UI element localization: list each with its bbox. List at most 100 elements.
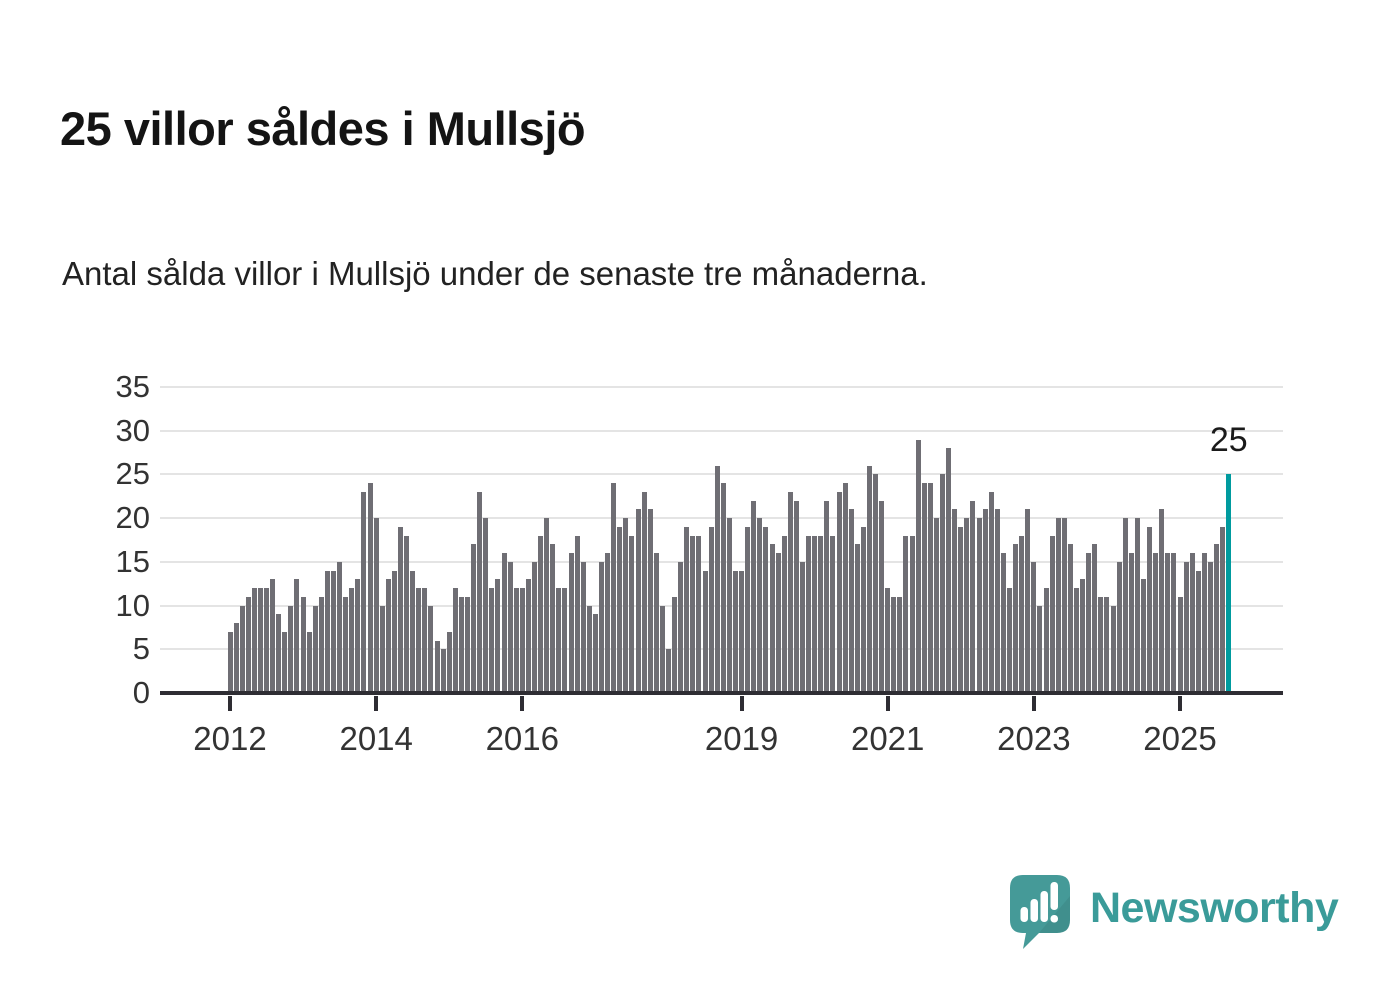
bar	[696, 535, 702, 693]
bar	[1086, 553, 1092, 693]
bar	[946, 448, 952, 693]
bar	[726, 518, 732, 693]
bar	[538, 535, 544, 693]
bar	[489, 588, 495, 693]
bar	[787, 491, 793, 693]
bar	[1031, 561, 1037, 693]
y-axis-label-10: 10	[115, 587, 150, 623]
bar	[343, 596, 349, 693]
x-axis-label-2014: 2014	[339, 720, 413, 757]
chart-subtitle: Antal sålda villor i Mullsjö under de se…	[62, 255, 928, 292]
bar	[312, 605, 318, 693]
bar	[294, 579, 300, 693]
y-axis-label-0: 0	[132, 675, 150, 710]
bar	[672, 596, 678, 693]
bar	[879, 500, 885, 693]
bar	[544, 518, 550, 693]
highlighted-bar	[1226, 474, 1232, 693]
y-axis-label-35: 35	[115, 368, 150, 404]
bar	[276, 614, 282, 693]
bar	[1019, 535, 1025, 693]
bar	[361, 491, 367, 693]
bar	[720, 483, 726, 693]
bar	[282, 631, 288, 693]
bar	[519, 588, 525, 693]
x-axis-tick-2016	[520, 696, 525, 711]
bar	[592, 614, 598, 693]
x-axis-tick-2023	[1031, 696, 1036, 711]
bar	[373, 518, 379, 693]
bar	[1025, 509, 1031, 693]
bar	[495, 579, 501, 693]
bar	[410, 570, 416, 693]
bar	[562, 588, 568, 693]
bar	[1037, 605, 1043, 693]
bar	[1055, 518, 1061, 693]
x-axis-tick-2014	[374, 696, 379, 711]
bar	[257, 588, 263, 693]
bar	[1147, 526, 1153, 693]
bar	[337, 561, 343, 693]
bar	[958, 526, 964, 693]
bar	[483, 518, 489, 693]
bar	[1110, 605, 1116, 693]
bar	[306, 631, 312, 693]
bar	[477, 491, 483, 693]
newsworthy-logo-icon	[1010, 875, 1070, 949]
x-axis-label-2012: 2012	[193, 720, 267, 757]
bar	[428, 605, 434, 693]
bar	[970, 500, 976, 693]
bar	[690, 535, 696, 693]
bar	[824, 500, 830, 693]
bar	[927, 483, 933, 693]
bar	[404, 535, 410, 693]
bar	[1177, 596, 1183, 693]
bar	[745, 526, 751, 693]
bar	[763, 526, 769, 693]
bar	[458, 596, 464, 693]
bar	[227, 631, 233, 693]
bar	[318, 596, 324, 693]
bar	[909, 535, 915, 693]
x-axis-label-2023: 2023	[997, 720, 1071, 757]
bar	[324, 570, 330, 693]
x-axis-label-2025: 2025	[1143, 720, 1217, 757]
bar	[1043, 588, 1049, 693]
bar	[300, 596, 306, 693]
bar	[586, 605, 592, 693]
bar	[550, 544, 556, 693]
bar	[1104, 596, 1110, 693]
bar	[391, 570, 397, 693]
bar	[854, 544, 860, 693]
bar	[994, 509, 1000, 693]
bar	[793, 500, 799, 693]
bar	[860, 526, 866, 693]
bar	[598, 561, 604, 693]
bar	[1013, 544, 1019, 693]
gridline-y-25	[160, 473, 1283, 476]
bar	[452, 588, 458, 693]
bar	[465, 596, 470, 693]
bar	[422, 588, 428, 693]
bar	[574, 535, 580, 693]
gridline-y-30	[160, 429, 1283, 432]
bar	[288, 605, 294, 693]
bar	[611, 483, 617, 693]
bar	[1098, 596, 1104, 693]
bar	[982, 509, 988, 693]
newsworthy-wordmark: Newsworthy	[1090, 883, 1339, 932]
bar	[446, 631, 452, 693]
bar	[818, 535, 824, 693]
bar	[714, 465, 720, 693]
bar	[678, 561, 684, 693]
bar	[331, 570, 337, 693]
bar	[806, 535, 812, 693]
bar	[739, 570, 745, 693]
x-axis-tick-2025	[1178, 696, 1182, 711]
bar	[501, 553, 507, 693]
bar	[1171, 553, 1177, 693]
bar	[940, 474, 946, 693]
bar	[1153, 553, 1159, 693]
bar	[629, 535, 635, 693]
